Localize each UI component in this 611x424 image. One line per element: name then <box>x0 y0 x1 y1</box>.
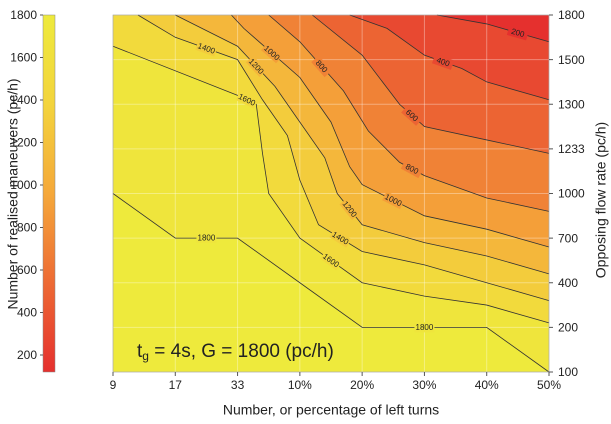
contour-label-bg <box>195 40 218 57</box>
contour-line <box>268 14 550 212</box>
y2-tick-label: 700 <box>558 231 578 245</box>
contour-band <box>436 15 549 42</box>
y2-tick-label: 200 <box>558 321 578 335</box>
colorbar-tick-label: 1200 <box>10 136 37 150</box>
contour-label-bg <box>506 25 529 41</box>
y2-tick-label: 1500 <box>558 53 585 67</box>
contour-line <box>137 14 550 301</box>
x-tick-label: 9 <box>110 378 117 392</box>
colorbar-tick-label: 600 <box>17 263 37 277</box>
contour-label-bg <box>311 55 333 78</box>
colorbar <box>42 14 56 373</box>
x-tick-label: 40% <box>475 378 499 392</box>
contour-label-bg <box>319 250 343 271</box>
contour-band <box>349 15 549 100</box>
contour-label-bg <box>339 198 360 221</box>
x-tick-label: 33 <box>231 378 245 392</box>
y2-tick-label: 1300 <box>558 97 585 111</box>
y2-axis-label: Opposing flow rate (pc/h) <box>593 122 609 278</box>
x-tick-label: 50% <box>537 378 561 392</box>
y2-tick-label: 1000 <box>558 187 585 201</box>
contour-label-group: 1800 <box>414 322 435 333</box>
contour-line <box>436 14 550 43</box>
colorbar-tick-label: 200 <box>17 348 37 362</box>
x-tick-label: 10% <box>288 378 312 392</box>
contour-label-group: 200 <box>506 25 529 41</box>
x-tick-label: 30% <box>412 378 436 392</box>
contour-label-group: 1800 <box>196 233 217 244</box>
colorbar-tick-label: 1400 <box>10 93 37 107</box>
contour-label: 1800 <box>198 234 216 243</box>
colorbar-tick-label: 800 <box>17 221 37 235</box>
colorbar-tick-label: 400 <box>17 306 37 320</box>
contour-label-bg <box>196 233 217 244</box>
contour-label-bg <box>235 90 259 109</box>
y2-tick-label: 400 <box>558 276 578 290</box>
y2-tick-label: 100 <box>558 365 578 379</box>
contour-label-bg <box>401 105 423 126</box>
annotation-rest: = 4s, G = 1800 (pc/h) <box>149 341 334 362</box>
x-axis-label: Number, or percentage of left turns <box>223 402 439 418</box>
annotation-text: t <box>137 341 143 362</box>
x-tick-label: 17 <box>169 378 183 392</box>
contour-label-bg <box>400 159 424 179</box>
contour-line <box>112 193 550 373</box>
contour-label-bg <box>382 191 405 210</box>
contour-label: 400 <box>435 55 451 68</box>
colorbar-label: Number of realised maneuvers (pc/h) <box>5 78 21 309</box>
colorbar-tick-label: 1600 <box>10 51 37 65</box>
y2-tick-label: 1233 <box>558 142 585 156</box>
x-tick-label: 20% <box>350 378 374 392</box>
contour-label-bg <box>414 322 435 333</box>
contour-line <box>231 14 550 248</box>
annotation: tg = 4s, G = 1800 (pc/h) <box>137 341 334 363</box>
contour-label: 200 <box>510 27 526 39</box>
contour-label-bg <box>245 55 267 78</box>
contour-label-group: 400 <box>432 53 455 70</box>
annotation-subscript: g <box>142 349 149 363</box>
contour-label: 1800 <box>416 323 434 332</box>
colorbar-tick-label: 1800 <box>10 8 37 22</box>
colorbar-tick-label: 1000 <box>10 178 37 192</box>
y2-tick-label: 1800 <box>558 8 585 22</box>
contour-label-bg <box>261 42 283 64</box>
contour-label-bg <box>432 53 455 70</box>
contour-label-bg <box>329 228 352 248</box>
